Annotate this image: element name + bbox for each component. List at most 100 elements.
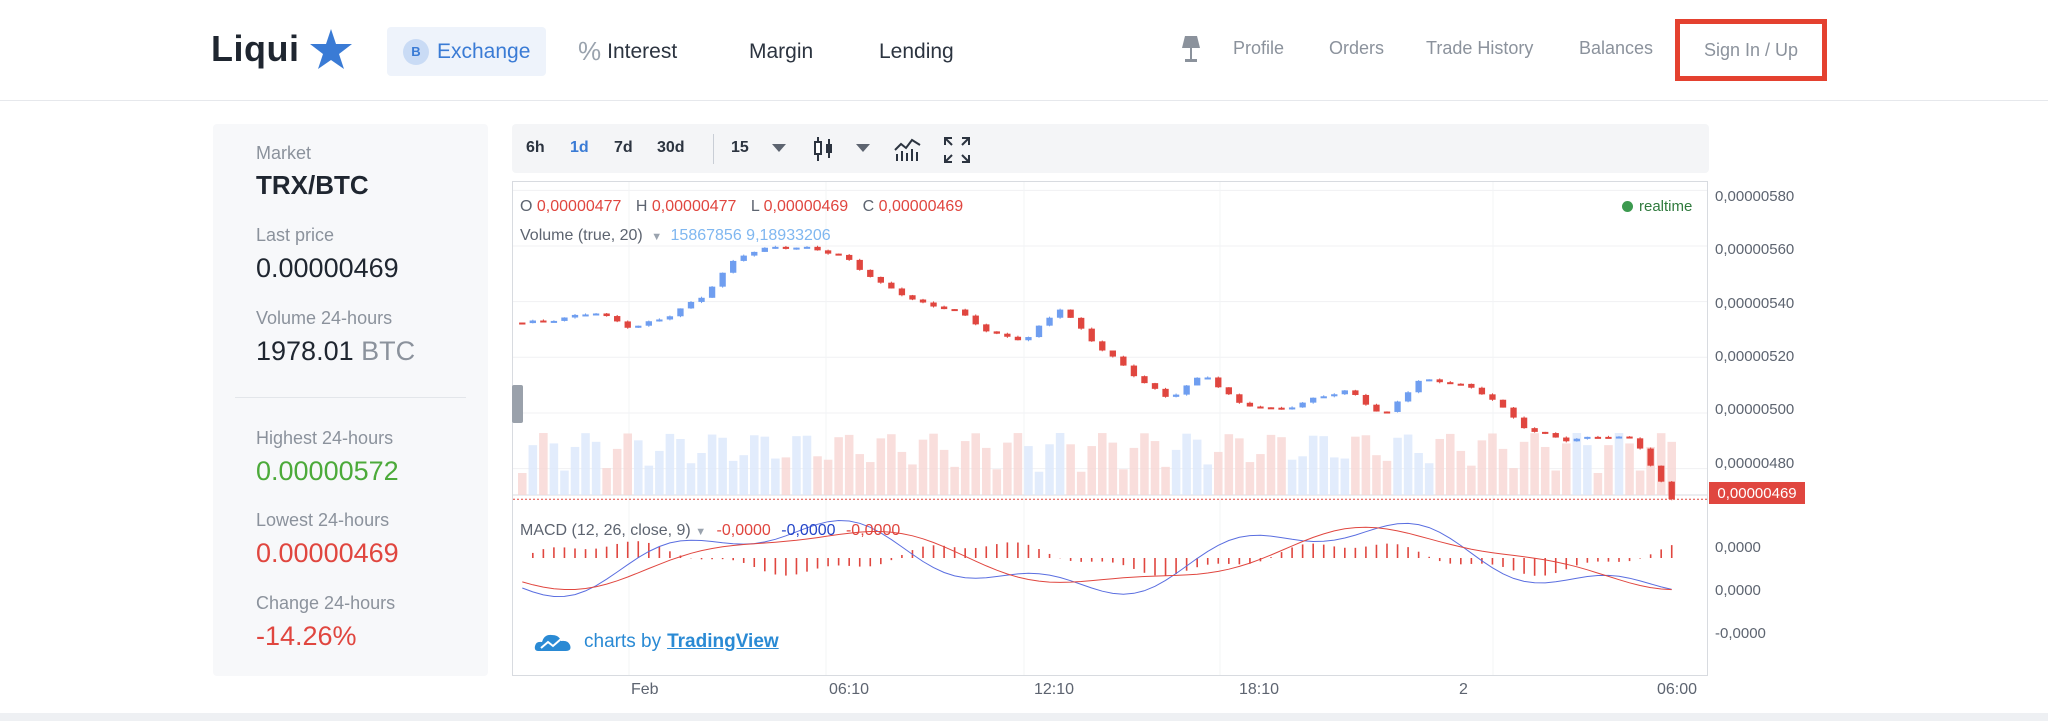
tradingview-attribution[interactable]: charts by TradingView xyxy=(534,631,779,653)
chart-drag-handle[interactable] xyxy=(512,385,523,423)
volume-bar xyxy=(1330,457,1339,495)
range-1d[interactable]: 1d xyxy=(570,139,589,156)
price-chart[interactable] xyxy=(512,181,1708,676)
indicators-icon[interactable] xyxy=(894,136,922,162)
volume-bar xyxy=(570,446,580,495)
chevron-down-icon[interactable] xyxy=(772,144,786,153)
candle-body xyxy=(1278,407,1285,410)
ohlc-legend: O 0,00000477 H 0,00000477 L 0,00000469 C… xyxy=(520,198,973,216)
volume-indicator-chevron-icon[interactable]: ▼ xyxy=(651,231,663,243)
macd-label: MACD (12, 26, close, 9) xyxy=(520,522,691,539)
candle-body xyxy=(1478,387,1486,395)
candle-body xyxy=(951,309,958,312)
candle-body xyxy=(1489,394,1496,400)
volume-bar xyxy=(1045,444,1054,495)
candle-body xyxy=(814,246,821,251)
chart-canvas[interactable] xyxy=(513,182,1707,675)
candle-body xyxy=(856,259,863,270)
price-axis[interactable]: 0,00000580 0,00000560 0,00000540 0,00000… xyxy=(1708,181,1808,676)
candle-body xyxy=(909,295,916,300)
volume-bar xyxy=(1192,439,1202,495)
macd-histogram-bar xyxy=(574,548,576,558)
nav-exchange[interactable]: B Exchange xyxy=(387,27,546,76)
volume-bar xyxy=(560,470,569,495)
volume-bar xyxy=(518,473,527,495)
macd-histogram-bar xyxy=(721,558,724,560)
volume-bar xyxy=(1129,447,1139,495)
macd-signal-line xyxy=(522,526,1672,591)
macd-histogram-bar xyxy=(1502,558,1504,567)
macd-histogram-bar xyxy=(837,558,840,566)
candle-body xyxy=(1542,431,1549,434)
volume-bar xyxy=(612,448,622,495)
range-7d[interactable]: 7d xyxy=(614,139,633,156)
macd-histogram-bar xyxy=(1133,558,1135,569)
volume-bar xyxy=(739,455,748,495)
candlestick-icon[interactable] xyxy=(813,136,835,162)
macd-histogram-bar xyxy=(1649,554,1652,558)
candle-body xyxy=(1647,448,1654,466)
macd-histogram-bar xyxy=(1027,544,1030,558)
chart-type-chevron-icon[interactable] xyxy=(856,144,870,153)
nav-margin[interactable]: Margin xyxy=(749,27,813,76)
macd-histogram-bar xyxy=(753,558,756,568)
fullscreen-icon[interactable] xyxy=(944,137,970,163)
price-tick: 0,00000540 xyxy=(1715,295,1795,312)
interval-select[interactable]: 15 xyxy=(731,139,749,156)
volume-bar xyxy=(1424,463,1434,495)
market-pair: TRX/BTC xyxy=(256,170,369,200)
macd-histogram-bar xyxy=(1217,558,1220,564)
volume-bar xyxy=(528,445,538,495)
macd-histogram-bar xyxy=(1175,558,1177,575)
candle-body xyxy=(1025,337,1032,341)
volume-bar xyxy=(939,449,949,495)
volume-bar xyxy=(1456,450,1466,495)
volume-bar xyxy=(834,437,843,495)
candle-body xyxy=(1457,383,1464,386)
candle-body xyxy=(1120,356,1127,366)
volume-bar xyxy=(971,433,980,495)
macd-histogram-bar xyxy=(964,548,966,558)
macd-histogram-bar xyxy=(1438,558,1441,562)
macd-histogram-bar xyxy=(985,546,988,558)
macd-histogram-bar xyxy=(795,558,798,575)
nav-orders[interactable]: Orders xyxy=(1329,38,1385,58)
nav-trade-history[interactable]: Trade History xyxy=(1426,38,1534,58)
nav-lending[interactable]: Lending xyxy=(879,27,954,76)
volume-bar xyxy=(539,433,548,495)
candle-body xyxy=(835,253,842,256)
nav-interest[interactable]: % Interest xyxy=(578,27,677,76)
nav-profile[interactable]: Profile xyxy=(1233,38,1285,58)
macd-chevron-icon[interactable]: ▼ xyxy=(695,526,707,538)
candle-body xyxy=(561,317,568,321)
low-value: 0.00000469 xyxy=(256,538,399,568)
volume-bar xyxy=(1488,433,1497,495)
candle-body xyxy=(972,315,979,325)
candle-body xyxy=(1014,336,1022,341)
tv-prefix: charts by xyxy=(584,631,662,652)
logo[interactable]: Liqui xyxy=(211,28,353,70)
volume-bar xyxy=(792,436,801,495)
candle-body xyxy=(877,276,884,283)
volume-bar xyxy=(581,433,590,495)
candle-body xyxy=(1299,402,1306,408)
candle-body xyxy=(793,247,800,250)
macd-histogram-bar xyxy=(637,541,640,558)
lamp-icon[interactable] xyxy=(1180,34,1202,64)
candle-body xyxy=(1605,436,1612,439)
volume-bar xyxy=(665,433,675,495)
candle-body xyxy=(1510,407,1517,418)
candle-body xyxy=(1288,407,1296,410)
range-6h[interactable]: 6h xyxy=(526,139,545,156)
candle-body xyxy=(624,321,631,328)
sign-in-button[interactable]: Sign In / Up xyxy=(1675,19,1827,81)
tv-brand-link[interactable]: TradingView xyxy=(667,631,779,652)
range-30d[interactable]: 30d xyxy=(657,139,685,156)
candle-body xyxy=(1436,379,1443,383)
volume-bar xyxy=(1203,464,1212,495)
macd-histogram-bar xyxy=(1428,556,1430,558)
candle-body xyxy=(1362,394,1370,405)
ohlc-o-label: O xyxy=(520,198,533,215)
macd-histogram-bar xyxy=(1228,558,1230,564)
nav-balances[interactable]: Balances xyxy=(1579,38,1654,58)
